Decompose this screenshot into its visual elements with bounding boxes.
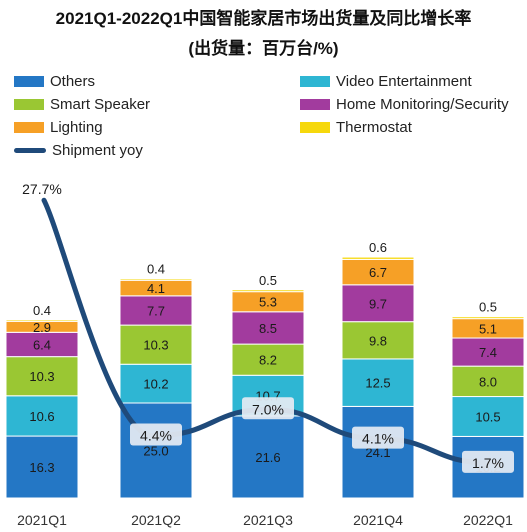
bar-segment xyxy=(451,396,525,437)
bar-segment xyxy=(119,295,193,326)
yoy-label-box xyxy=(242,397,294,420)
data-label: 10.3 xyxy=(29,369,54,384)
data-label: 2.9 xyxy=(33,320,51,335)
legend-swatch xyxy=(14,121,44,133)
legend-label: Home Monitoring/Security xyxy=(336,95,509,113)
x-tick-label: 2022Q1 xyxy=(463,512,513,528)
bar-segment xyxy=(231,311,305,345)
bar-segment xyxy=(5,319,79,322)
yoy-label-box xyxy=(462,450,514,473)
data-label: 10.5 xyxy=(475,409,500,424)
bar-segment xyxy=(5,331,79,358)
x-tick-label: 2021Q2 xyxy=(131,512,181,528)
data-label: 0.4 xyxy=(147,262,165,277)
legend-label: Smart Speaker xyxy=(50,95,151,113)
data-label: 7.7 xyxy=(147,303,165,318)
data-label: 8.2 xyxy=(259,353,277,368)
bar-segment xyxy=(231,289,305,293)
data-label: 10.2 xyxy=(143,377,168,392)
x-tick-label: 2021Q1 xyxy=(17,512,67,528)
bar-segment xyxy=(451,316,525,320)
data-label: 24.1 xyxy=(365,445,390,460)
bar-segment xyxy=(341,405,415,499)
legend-item: Others xyxy=(14,72,96,90)
bar-segment xyxy=(341,284,415,323)
legend-item: Lighting xyxy=(14,118,103,136)
yoy-label-box xyxy=(130,423,182,446)
data-label: 0.6 xyxy=(369,240,387,255)
legend-swatch xyxy=(14,147,46,153)
legend-swatch xyxy=(14,75,44,87)
legend-label: Video Entertainment xyxy=(336,72,472,90)
yoy-label: 1.7% xyxy=(472,455,504,471)
data-label: 6.7 xyxy=(369,265,387,280)
legend-swatch xyxy=(300,121,330,133)
data-label: 12.5 xyxy=(365,376,390,391)
legend-label: Shipment yoy xyxy=(52,141,143,159)
chart-title: 2021Q1-2022Q1中国智能家居市场出货量及同比增长率 xyxy=(55,9,472,28)
legend-item: Video Entertainment xyxy=(300,72,472,90)
yoy-label: 7.0% xyxy=(252,401,284,417)
legend-label: Thermostat xyxy=(336,118,412,136)
x-tick-label: 2021Q3 xyxy=(243,512,293,528)
bar-segment xyxy=(5,435,79,499)
legend-item: Shipment yoy xyxy=(14,141,143,159)
bar-segment xyxy=(341,256,415,260)
data-label: 4.1 xyxy=(147,281,165,296)
yoy-label: 4.1% xyxy=(362,431,394,447)
legend-label: Others xyxy=(50,72,96,90)
data-label: 9.8 xyxy=(369,333,387,348)
data-label: 21.6 xyxy=(255,450,280,465)
legend-item: Smart Speaker xyxy=(14,95,151,113)
data-label: 0.5 xyxy=(479,300,497,315)
legend-label: Lighting xyxy=(50,118,103,136)
bar-segment xyxy=(119,363,193,404)
bar-segment xyxy=(5,395,79,437)
data-label: 25.0 xyxy=(143,444,168,459)
yoy-label: 4.4% xyxy=(140,428,172,444)
data-label: 0.4 xyxy=(33,303,51,318)
bar-segment xyxy=(451,337,525,367)
data-label: 5.3 xyxy=(259,295,277,310)
legend-item: Thermostat xyxy=(300,118,412,136)
legend-item: Home Monitoring/Security xyxy=(300,95,509,113)
data-label: 10.6 xyxy=(29,409,54,424)
bar-segment xyxy=(341,358,415,407)
data-label: 6.4 xyxy=(33,337,51,352)
data-label: 16.3 xyxy=(29,460,54,475)
bar-segment xyxy=(5,356,79,397)
data-label: 8.0 xyxy=(479,374,497,389)
data-label: 10.3 xyxy=(143,338,168,353)
bar-segment xyxy=(451,365,525,398)
x-tick-label: 2021Q4 xyxy=(353,512,403,528)
yoy-label-box xyxy=(352,426,404,449)
data-label: 0.5 xyxy=(259,273,277,288)
bar-segment xyxy=(119,278,193,281)
legend-swatch xyxy=(300,75,330,87)
data-label: 7.4 xyxy=(479,345,497,360)
data-label: 9.7 xyxy=(369,296,387,311)
bar-segment xyxy=(119,324,193,365)
bar-segment xyxy=(231,343,305,376)
data-label: 5.1 xyxy=(479,321,497,336)
data-label: 8.5 xyxy=(259,321,277,336)
legend-swatch xyxy=(300,98,330,110)
bar-segment xyxy=(231,415,305,499)
yoy-label: 27.7% xyxy=(22,181,62,197)
bar-segment xyxy=(341,321,415,360)
chart-subtitle: (出货量：百万台/%) xyxy=(188,39,339,58)
legend-swatch xyxy=(14,98,44,110)
